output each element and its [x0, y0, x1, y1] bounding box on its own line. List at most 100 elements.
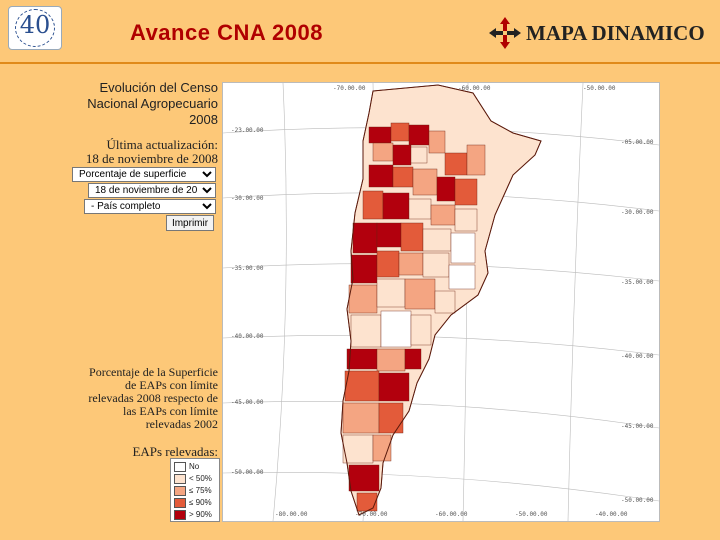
region[interactable] [344, 370, 380, 402]
region[interactable] [466, 144, 486, 176]
legend-box: No < 50% ≤ 75% ≤ 90% > 90% [170, 458, 220, 522]
coord-label: -40.00.00 [595, 511, 628, 518]
print-button[interactable]: Imprimir [166, 215, 214, 231]
coord-label: -40.00.00 [231, 333, 264, 340]
compass-arrows-icon [489, 17, 521, 49]
legend-label: No [189, 462, 200, 471]
region[interactable] [368, 126, 392, 144]
region[interactable] [342, 402, 380, 434]
region[interactable] [376, 278, 406, 308]
legend-item: < 50% [174, 473, 212, 484]
region[interactable] [376, 222, 402, 248]
region[interactable] [422, 252, 450, 278]
region[interactable] [376, 348, 406, 372]
panel-title-line: Evolución del Censo [99, 80, 218, 95]
region[interactable] [348, 464, 380, 492]
region[interactable] [404, 348, 422, 370]
coord-label: -30.00.00 [621, 209, 654, 216]
legend-swatch [174, 461, 186, 472]
coord-label: -45.00.00 [231, 399, 264, 406]
region[interactable] [428, 130, 446, 154]
description-line: de EAPs con límite [125, 378, 218, 392]
region[interactable] [348, 284, 378, 314]
region[interactable] [356, 492, 378, 512]
legend-label: ≤ 90% [189, 498, 212, 507]
last-update: Última actualización: 18 de noviembre de… [70, 138, 218, 166]
region[interactable] [454, 208, 478, 232]
region[interactable] [436, 176, 456, 202]
region[interactable] [390, 122, 410, 142]
panel-title-line: 2008 [189, 112, 218, 127]
region[interactable] [346, 348, 378, 370]
last-update-label: Última actualización: [106, 137, 218, 152]
coord-label: -35.00.00 [621, 279, 654, 286]
choropleth-map[interactable]: -70.00.00 -60.00.00 -50.00.00 -23.00.00 … [222, 82, 660, 522]
region[interactable] [408, 198, 432, 220]
legend-swatch [174, 473, 186, 484]
anniversary-logo: 40 [8, 6, 62, 50]
logo-ring [15, 9, 55, 47]
region[interactable] [352, 222, 378, 254]
legend-item: ≤ 90% [174, 497, 212, 508]
coord-label: -50.00.00 [515, 511, 548, 518]
argentina-border [340, 84, 542, 516]
coord-label: -30.00.00 [231, 195, 264, 202]
legend-label: < 50% [189, 474, 212, 483]
coord-label: -80.00.00 [275, 511, 308, 518]
region[interactable] [342, 434, 374, 464]
region[interactable] [378, 402, 404, 434]
region[interactable] [368, 164, 394, 188]
region[interactable] [404, 278, 436, 310]
coord-label: -23.00.00 [231, 127, 264, 134]
region[interactable] [410, 146, 428, 164]
coord-label: -45.00.00 [621, 423, 654, 430]
region[interactable] [450, 232, 476, 264]
logo-number: 40 [19, 11, 51, 39]
argentina-map-svg[interactable] [223, 83, 659, 521]
region[interactable] [400, 222, 424, 252]
legend-swatch [174, 509, 186, 520]
region[interactable] [454, 178, 478, 206]
region[interactable] [398, 252, 424, 276]
legend-item: No [174, 461, 199, 472]
region[interactable] [392, 144, 412, 166]
region[interactable] [448, 264, 476, 290]
coord-label: -70.00.00 [355, 511, 388, 518]
region[interactable] [422, 228, 452, 252]
region[interactable] [362, 190, 384, 220]
description-line: las EAPs con límite [123, 404, 218, 418]
region[interactable] [350, 254, 378, 284]
panel-title: Evolución del Censo Nacional Agropecuari… [70, 80, 218, 128]
variable-select[interactable]: Porcentaje de superficie [72, 167, 216, 182]
region[interactable] [408, 124, 430, 146]
panel-title-line: Nacional Agropecuario [87, 96, 218, 111]
region[interactable] [444, 152, 468, 176]
header-divider [0, 62, 720, 64]
date-select[interactable]: 18 de noviembre de 2008 [88, 183, 216, 198]
region[interactable] [372, 142, 394, 162]
legend-swatch [174, 485, 186, 496]
legend-label: > 90% [189, 510, 212, 519]
page-title: Avance CNA 2008 [130, 20, 323, 45]
legend-item: ≤ 75% [174, 485, 212, 496]
region[interactable] [434, 290, 456, 314]
coord-label: -50.00.00 [621, 497, 654, 504]
region[interactable] [382, 192, 410, 220]
legend-swatch [174, 497, 186, 508]
region[interactable] [410, 314, 432, 346]
coord-label: -50.00.00 [583, 85, 616, 92]
map-regions[interactable] [342, 122, 486, 512]
region[interactable] [412, 168, 438, 196]
map-description: Porcentaje de la Superficie de EAPs con … [70, 366, 218, 431]
description-line: relevadas 2008 respecto de [88, 391, 218, 405]
region[interactable] [430, 204, 456, 226]
region[interactable] [392, 166, 414, 188]
brand-logo: MAPA DINAMICO [488, 16, 705, 50]
coord-label: -70.00.00 [333, 85, 366, 92]
legend-title: EAPs relevadas: [132, 444, 218, 459]
region[interactable] [380, 310, 412, 348]
area-select[interactable]: - País completo [84, 199, 216, 214]
region[interactable] [376, 250, 400, 278]
region[interactable] [350, 314, 382, 348]
region[interactable] [378, 372, 410, 402]
